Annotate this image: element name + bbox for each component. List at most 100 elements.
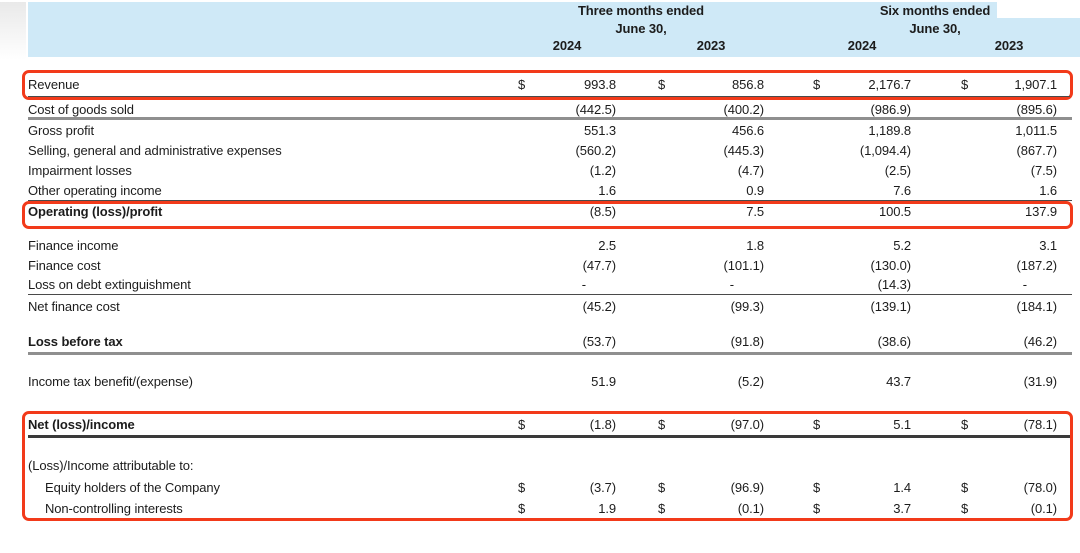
value-cell-group: $5.1	[813, 417, 911, 432]
cell-value: (442.5)	[575, 101, 617, 117]
year-header-spacer	[28, 38, 518, 53]
value-cell-group: $ (3.7)	[518, 480, 616, 495]
value-cell-group: $ (78.0)	[961, 480, 1057, 495]
value-cell-group: 456.6	[658, 123, 764, 138]
cell-value: (0.1)	[737, 500, 764, 516]
cell-value: 43.7	[886, 373, 911, 389]
value-cell-group: (445.3)	[658, 143, 765, 158]
currency-symbol: $	[518, 77, 526, 92]
year-header-row: 2024 2023 2024 2023	[28, 38, 1080, 53]
row-label: Operating (loss)/profit	[28, 203, 163, 219]
cell-value: (139.1)	[870, 298, 912, 314]
table-row: Net finance cost (45.2) (99.3) (139.1) (184.…	[28, 295, 1072, 317]
cell-value: 100.5	[878, 203, 911, 219]
row-label: Equity holders of the Company	[45, 479, 220, 495]
cell-value: 856.8	[731, 77, 764, 92]
cell-value: 3.1	[1039, 237, 1057, 253]
cell-value: (1,094.4)	[859, 142, 911, 158]
value-cell-group: (130.0)	[813, 257, 912, 273]
year-column-header: 2023	[994, 38, 1024, 53]
row-label: Cost of goods sold	[28, 101, 134, 117]
year-column-header: 2024	[552, 38, 582, 53]
header-band-white-notch	[997, 2, 1080, 18]
table-row: Gross profit 551.3 456.6 1,189.8 1,011.5	[28, 120, 1072, 140]
cell-value: (99.3)	[730, 298, 764, 314]
cell-value: -	[1022, 277, 1027, 292]
value-cell-group: $ (0.1)	[961, 501, 1057, 516]
cell-value: 1.8	[746, 237, 764, 253]
six-months-date-subtitle: June 30,	[909, 21, 961, 36]
value-cell-group: $993.8	[518, 77, 616, 92]
value-cell-group: 1.6	[518, 183, 616, 198]
cell-value: (14.3)	[877, 277, 911, 292]
highlight-box-operating-profit: Operating (loss)/profit (8.5) 7.5 100.5 137.…	[22, 201, 1073, 229]
cell-value: 5.1	[893, 417, 911, 432]
cell-value: (38.6)	[877, 333, 911, 349]
value-cell-group: 43.7	[813, 374, 911, 389]
cell-value: (0.1)	[1030, 500, 1057, 516]
cell-value: (78.0)	[1023, 479, 1057, 495]
value-cell-group: 1,011.5	[961, 123, 1057, 138]
cell-value: 3.7	[893, 500, 911, 516]
value-cell-group: -	[518, 277, 616, 292]
value-cell-group: (46.2)	[961, 334, 1057, 349]
cell-value: 51.9	[591, 373, 616, 389]
cell-value: (5.2)	[737, 373, 764, 389]
cell-value: (560.2)	[575, 142, 617, 158]
currency-symbol: $	[961, 500, 969, 516]
currency-symbol: $	[518, 479, 526, 495]
cell-value: (2.5)	[884, 162, 911, 178]
cell-value: (895.6)	[1016, 101, 1058, 117]
cell-value: 1.6	[1039, 182, 1057, 198]
currency-symbol: $	[961, 479, 969, 495]
value-cell-group: -	[658, 277, 764, 292]
highlight-box-revenue: Revenue $993.8 $856.8 $2,176.7 $1,907.1	[22, 70, 1073, 100]
row-label: Net finance cost	[28, 298, 120, 314]
table-row: Other operating income 1.6 0.9 7.6 1.6	[28, 180, 1072, 201]
cell-value: (187.2)	[1016, 257, 1058, 273]
cell-value: (3.7)	[589, 479, 616, 495]
value-cell-group: (31.9)	[961, 374, 1057, 389]
cell-value: 1.6	[598, 182, 616, 198]
value-cell-group: (38.6)	[813, 334, 911, 349]
cell-value: (1.2)	[589, 162, 616, 178]
currency-symbol: $	[813, 417, 821, 432]
cell-value: (31.9)	[1023, 373, 1057, 389]
value-cell-group: (53.7)	[518, 334, 616, 349]
value-cell-group: (5.2)	[658, 374, 764, 389]
value-cell-group: (1.2)	[518, 163, 616, 178]
cell-value: 137.9	[1024, 203, 1057, 219]
cell-value: (8.5)	[589, 203, 616, 219]
cell-value: 7.6	[893, 182, 911, 198]
cell-value: (45.2)	[582, 298, 616, 314]
table-row: Net (loss)/income $ (1.8) $ (97.0) $5.1 $ (78.1…	[28, 414, 1070, 438]
table-row: Operating (loss)/profit (8.5) 7.5 100.5 137.…	[28, 204, 1070, 226]
value-cell-group: $ (1.8)	[518, 417, 616, 432]
cell-value: (130.0)	[870, 257, 912, 273]
value-cell-group: (2.5)	[813, 163, 911, 178]
table-row: (Loss)/Income attributable to:	[28, 454, 1070, 476]
cell-value: (91.8)	[730, 333, 764, 349]
value-cell-group: (442.5)	[518, 101, 617, 117]
table-row: Income tax benefit/(expense) 51.9 (5.2) 43.…	[28, 371, 1072, 391]
cell-value: (986.9)	[870, 101, 912, 117]
row-label: Revenue	[28, 77, 80, 92]
value-cell-group: $3.7	[813, 501, 911, 516]
row-label: Loss before tax	[28, 333, 123, 349]
row-label: Other operating income	[28, 182, 162, 198]
cell-value: 551.3	[583, 122, 616, 138]
table-row: Cost of goods sold (442.5) (400.2) (986.9) (…	[28, 101, 1072, 120]
value-cell-group: $1,907.1	[961, 77, 1057, 92]
table-row: Finance cost (47.7) (101.1) (130.0) (187.2)	[28, 255, 1072, 275]
value-cell-group: $ (0.1)	[658, 501, 764, 516]
cell-value: 456.6	[731, 122, 764, 138]
value-cell-group: (47.7)	[518, 258, 616, 273]
cell-value: (53.7)	[582, 333, 616, 349]
row-label: Non-controlling interests	[45, 500, 183, 516]
value-cell-group: 5.2	[813, 238, 911, 253]
table-header-band: Three months ended June 30, Six months e…	[28, 2, 1080, 57]
table-row: Loss on debt extinguishment - - (14.3) -	[28, 275, 1072, 295]
value-cell-group: (139.1)	[813, 298, 912, 314]
value-cell-group: $1.4	[813, 480, 911, 495]
value-cell-group: 1,189.8	[813, 123, 911, 138]
